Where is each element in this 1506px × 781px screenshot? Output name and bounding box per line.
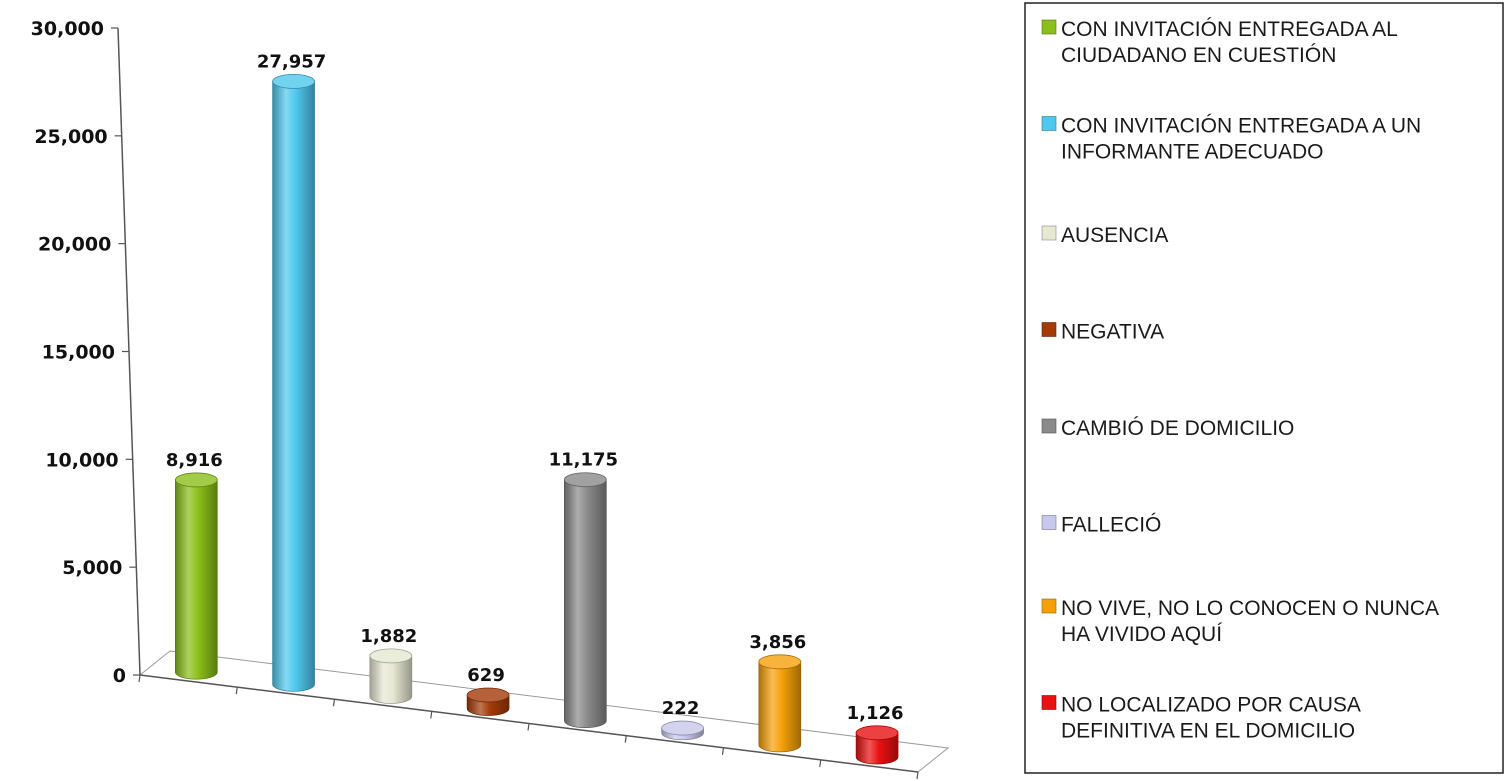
x-tick-mark: [527, 723, 530, 731]
legend-swatch: [1041, 695, 1057, 710]
bar-top: [272, 74, 315, 89]
data-label: 3,856: [749, 632, 806, 653]
bar-top: [855, 725, 899, 741]
x-tick-mark: [430, 711, 433, 719]
bar-top: [466, 687, 510, 703]
bar: [369, 648, 413, 704]
legend-item: CAMBIÓ DE DOMICILIO: [1041, 417, 1294, 440]
y-tick-label: 30,000: [31, 18, 104, 40]
floor-plane: [138, 650, 950, 773]
legend-item: AUSENCIA: [1041, 224, 1168, 247]
legend-label: CAMBIÓ DE DOMICILIO: [1061, 417, 1294, 440]
bar-body: [855, 732, 899, 765]
bar-top: [661, 720, 704, 736]
data-label: 222: [662, 698, 700, 719]
legend-label: CON INVITACIÓN ENTREGADA AL: [1061, 18, 1398, 41]
bar-top: [369, 648, 413, 664]
bar-body: [272, 81, 315, 692]
bar-top: [174, 472, 218, 488]
y-tick-label: 25,000: [34, 126, 107, 148]
bar: [466, 687, 510, 716]
legend-label: CON INVITACIÓN ENTREGADA A UN: [1061, 115, 1421, 138]
y-tick-label: 10,000: [45, 449, 118, 471]
data-label: 8,916: [166, 450, 223, 471]
legend-label: CIUDADANO EN CUESTIÓN: [1061, 44, 1336, 67]
bar: [855, 725, 899, 765]
x-tick-mark: [138, 674, 141, 683]
legend-item: CON INVITACIÓN ENTREGADA AL CIUDADANO EN …: [1041, 18, 1398, 67]
bar-group: [174, 74, 899, 765]
bar: [661, 720, 704, 741]
bar: [758, 654, 802, 753]
legend-swatch: [1041, 225, 1057, 241]
y-tick-label: 15,000: [42, 342, 115, 364]
chart-floor: [138, 650, 950, 780]
legend-item: FALLECIÓ: [1041, 514, 1161, 537]
legend-label: NO LOCALIZADO POR CAUSA: [1061, 694, 1361, 717]
legend-label: DEFINITIVA EN EL DOMICILIO: [1061, 720, 1355, 743]
y-tick-label: 20,000: [38, 234, 111, 256]
data-label: 27,957: [257, 51, 326, 72]
y-tick-label: 0: [113, 665, 126, 687]
legend-swatch: [1041, 598, 1057, 614]
legend-label: HA VIVIDO AQUÍ: [1061, 623, 1222, 646]
data-label-group: 8,916 27,957 1,882 629 11,175 222 3,856 1,126: [166, 51, 904, 723]
data-label: 11,175: [549, 450, 618, 471]
legend-item: CON INVITACIÓN ENTREGADA A UN INFORMANTE …: [1041, 115, 1421, 164]
bar-body: [369, 655, 413, 704]
data-label: 1,882: [360, 626, 417, 647]
x-tick-mark: [819, 759, 822, 767]
legend: CON INVITACIÓN ENTREGADA AL CIUDADANO EN …: [1024, 2, 1504, 774]
y-axis: 0 5,000 10,000 15,000 20,000 25,000 30,000: [31, 18, 141, 687]
legend-swatch: [1041, 19, 1057, 35]
legend-swatch: [1041, 116, 1057, 131]
legend-swatch: [1041, 418, 1057, 434]
legend-label: AUSENCIA: [1061, 224, 1168, 247]
bar-body: [564, 479, 607, 729]
legend-item: NO LOCALIZADO POR CAUSA DEFINITIVA EN EL …: [1041, 694, 1361, 743]
bar: [272, 74, 315, 692]
legend-swatch: [1041, 322, 1057, 337]
bar-body: [175, 479, 218, 680]
y-tick-label: 5,000: [62, 557, 122, 579]
x-tick-mark: [624, 735, 627, 743]
bar-body: [758, 661, 802, 753]
legend-label: NEGATIVA: [1061, 321, 1164, 344]
x-tick-mark: [332, 699, 336, 707]
bar: [563, 472, 607, 729]
legend-label: NO VIVE, NO LO CONOCEN O NUNCA: [1061, 597, 1439, 620]
legend-item: NEGATIVA: [1041, 321, 1164, 344]
data-label: 629: [467, 665, 505, 686]
legend-label: INFORMANTE ADECUADO: [1061, 141, 1324, 164]
x-tick-mark: [235, 687, 238, 695]
data-label: 1,126: [847, 703, 904, 724]
bar-top: [563, 472, 607, 488]
legend-swatch: [1041, 515, 1057, 530]
legend-label: FALLECIÓ: [1061, 514, 1161, 537]
x-tick-mark: [916, 771, 919, 780]
bar-top: [758, 654, 802, 670]
legend-item: NO VIVE, NO LO CONOCEN O NUNCA HA VIVIDO …: [1041, 597, 1439, 646]
legend-frame: [1024, 2, 1504, 774]
bar: [174, 472, 218, 680]
x-tick-mark: [721, 747, 725, 755]
